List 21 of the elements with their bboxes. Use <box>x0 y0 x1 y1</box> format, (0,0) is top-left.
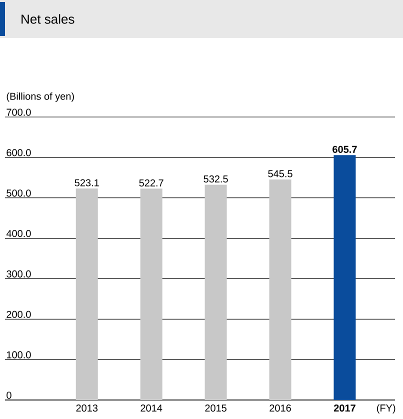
y-tick-label: 700.0 <box>6 108 31 116</box>
y-tick-label: 300.0 <box>6 270 31 278</box>
y-tick-label: 500.0 <box>6 190 31 197</box>
data-label: 532.5 <box>204 175 228 183</box>
data-label: 522.7 <box>139 179 164 186</box>
x-tick-label: 2014 <box>140 404 162 412</box>
x-tick-label: 2013 <box>76 404 98 412</box>
y-tick-label: 200.0 <box>6 310 31 318</box>
y-tick-label: 400.0 <box>6 230 31 238</box>
y-tick-label: 100.0 <box>6 351 31 358</box>
data-label: 605.7 <box>332 146 357 153</box>
data-label: 545.5 <box>268 170 292 178</box>
x-tick-label: 2017 <box>334 404 356 412</box>
x-axis-title: (FY) <box>376 404 396 414</box>
y-tick-label: 600.0 <box>6 149 31 156</box>
y-axis-title: (Billions of yen) <box>6 92 74 102</box>
data-label: 523.1 <box>74 179 99 186</box>
x-tick-label: 2016 <box>270 404 291 412</box>
x-tick-label: 2015 <box>205 404 226 412</box>
y-tick-label: 0 <box>6 392 12 399</box>
chart-title: Net sales <box>22 14 74 24</box>
